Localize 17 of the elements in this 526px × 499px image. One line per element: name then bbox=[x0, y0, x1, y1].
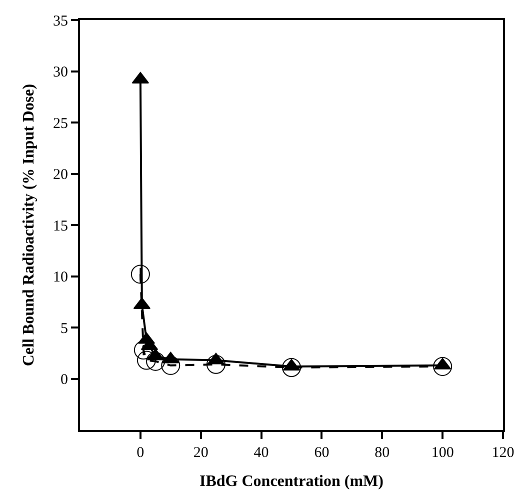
y-tick-label: 20 bbox=[53, 167, 68, 183]
x-tick-label: 20 bbox=[193, 445, 208, 461]
x-tick-label: 40 bbox=[254, 445, 269, 461]
y-tick-label: 35 bbox=[53, 13, 68, 30]
y-tick-label: 0 bbox=[60, 372, 68, 388]
y-tick-label: 5 bbox=[60, 320, 68, 337]
x-axis-title: IBdG Concentration (mM) bbox=[200, 473, 384, 490]
x-tick-label: 60 bbox=[314, 445, 330, 461]
x-tick-label: 0 bbox=[136, 445, 144, 461]
y-tick-label: 15 bbox=[53, 218, 68, 234]
y-tick-label: 25 bbox=[53, 116, 68, 132]
y-tick-label: 30 bbox=[53, 64, 68, 80]
y-axis-title: Cell Bound Radioactivity (% Input Dose) bbox=[20, 84, 38, 366]
x-tick-label: 100 bbox=[431, 445, 454, 461]
y-tick-label: 10 bbox=[53, 270, 68, 286]
x-tick-label: 80 bbox=[374, 445, 390, 461]
x-tick-label: 120 bbox=[492, 445, 514, 461]
